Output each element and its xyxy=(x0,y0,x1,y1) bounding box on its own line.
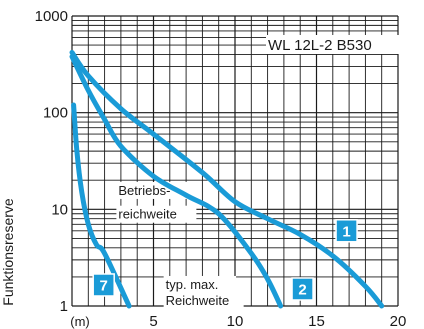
series-line-2 xyxy=(69,54,284,309)
chart-title: WL 12L-2 B530 xyxy=(268,37,372,54)
series-line-1 xyxy=(69,49,385,309)
chart-title-group: WL 12L-2 B530 xyxy=(266,35,402,54)
x-tick-label: 15 xyxy=(308,313,325,329)
annotation-background xyxy=(163,292,244,310)
series-badge-7 xyxy=(92,273,115,297)
x-axis-unit-label: (m) xyxy=(70,314,90,329)
x-tick-label: 10 xyxy=(227,313,244,329)
annotations: Betriebs-reichweite typ. max.Reichweite xyxy=(116,181,244,310)
x-tick-label: 5 xyxy=(149,313,157,329)
series-badge-label: 1 xyxy=(342,223,350,240)
x-tick-label: 20 xyxy=(390,313,407,329)
annotation-background xyxy=(163,275,237,293)
annotation-text: Betriebs- xyxy=(118,183,170,198)
axes: 1 10 100 1000 (m) 5 10 15 20 xyxy=(35,8,407,329)
annotation-text: reichweite xyxy=(118,207,177,222)
annotation-text: Reichweite xyxy=(166,293,230,308)
annotation-text: typ. max. xyxy=(166,277,219,292)
series-badge-label: 2 xyxy=(298,281,306,298)
annotation-background xyxy=(116,205,197,223)
series-badge-label: 7 xyxy=(100,277,108,294)
series-line-7 xyxy=(71,102,132,309)
series-badges: 1 2 7 xyxy=(92,219,358,301)
y-tick-label: 1000 xyxy=(35,8,68,25)
series-badge-1 xyxy=(335,219,358,243)
y-tick-label: 1 xyxy=(60,298,68,315)
series xyxy=(69,49,385,309)
y-tick-label: 100 xyxy=(43,105,68,122)
grid xyxy=(71,15,399,307)
series-badge-2 xyxy=(291,277,314,301)
y-tick-label: 10 xyxy=(51,201,68,218)
y-axis-label: Funktionsreserve xyxy=(0,198,16,306)
